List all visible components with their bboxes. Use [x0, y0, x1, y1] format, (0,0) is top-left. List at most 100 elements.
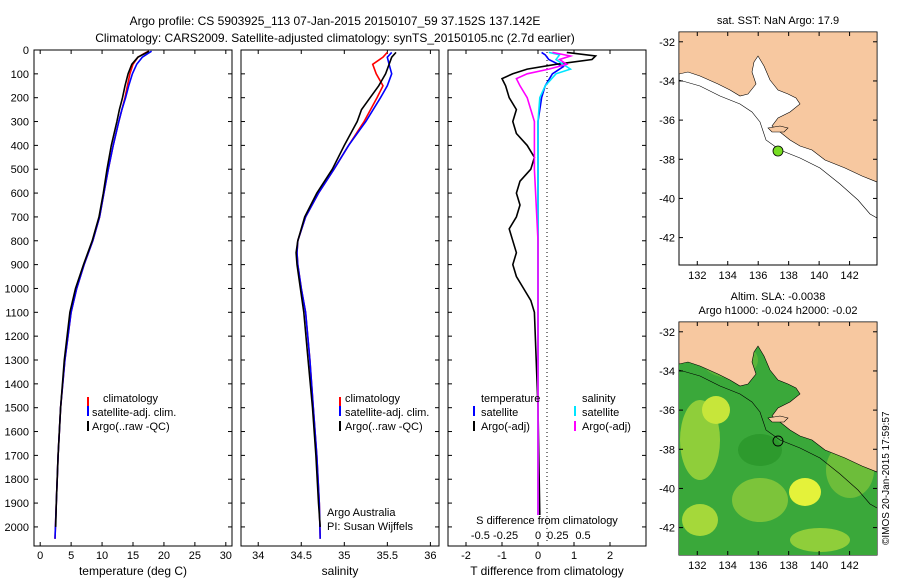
depth-tick-label: 0 — [23, 45, 29, 57]
depth-tick-label: 800 — [11, 236, 29, 248]
depth-tick-label: 1500 — [5, 403, 29, 415]
difference-xtick-label: -2 — [461, 550, 471, 562]
difference-series-s-argo-adj — [515, 51, 574, 515]
temperature-xtick-label: 25 — [189, 550, 201, 562]
salinity-legend-argo: Argo(..raw -QC) — [345, 421, 423, 433]
depth-tick-label: 2000 — [5, 522, 29, 534]
difference-xtick-label: -1 — [497, 550, 507, 562]
sst-map-lat-label: -38 — [659, 154, 675, 166]
legend-temperature-header: temperature — [481, 393, 540, 405]
s-difference-label: S difference from climatology — [476, 515, 618, 527]
sla-map-lat-label: -34 — [659, 366, 675, 378]
float-position-sla[interactable] — [772, 435, 784, 447]
salinity-xtick-label: 35 — [338, 550, 350, 562]
depth-tick-label: 400 — [11, 140, 29, 152]
s-difference-tick-label: -0.5 — [471, 530, 490, 542]
sst-map-lat-label: -40 — [659, 193, 675, 205]
salinity-xlabel: salinity — [322, 564, 359, 578]
sla-map-lon-label: 140 — [810, 560, 828, 572]
salinity-xtick-label: 34 — [252, 550, 264, 562]
depth-tick-label: 1400 — [5, 379, 29, 391]
legend-t-argo: Argo(-adj) — [481, 421, 530, 433]
credit-argo-australia: Argo Australia — [327, 507, 396, 519]
sst-map-lon-label: 136 — [749, 270, 767, 282]
depth-tick-label: 1700 — [5, 450, 29, 462]
depth-tick-label: 300 — [11, 117, 29, 129]
sla-map-lon-label: 136 — [749, 560, 767, 572]
salinity-legend: climatology satellite-adj. clim. Argo(..… — [339, 393, 429, 433]
kangaroo-island — [767, 125, 789, 133]
t-difference-xlabel: T difference from climatology — [470, 564, 624, 578]
salinity-xtick-label: 36 — [424, 550, 436, 562]
legend-s-satellite: satellite — [582, 407, 619, 419]
sla-map-title-line1: Altim. SLA: -0.0038 — [731, 291, 826, 303]
sla-map-lon-label: 138 — [779, 560, 797, 572]
sla-map-lat-label: -36 — [659, 405, 675, 417]
temperature-xtick-label: 20 — [158, 550, 170, 562]
depth-tick-label: 200 — [11, 93, 29, 105]
salinity-legend-satellite: satellite-adj. clim. — [345, 407, 429, 419]
salinity-xtick-label: 34.5 — [291, 550, 312, 562]
depth-tick-label: 1200 — [5, 331, 29, 343]
temperature-legend-satellite: satellite-adj. clim. — [92, 407, 176, 419]
depth-tick-label: 1300 — [5, 355, 29, 367]
difference-series-t-argo-adj — [500, 51, 598, 516]
shelf-contour — [679, 79, 877, 219]
sst-map-title: sat. SST: NaN Argo: 17.9 — [717, 15, 839, 27]
legend-salinity-header: salinity — [582, 393, 616, 405]
sla-map-lon-label: 134 — [719, 560, 737, 572]
depth-tick-label: 600 — [11, 188, 29, 200]
temperature-plot-frame — [33, 49, 233, 547]
legend-s-argo: Argo(-adj) — [582, 421, 631, 433]
sst-map-lat-label: -34 — [659, 76, 675, 88]
difference-xtick-label: 1 — [571, 550, 577, 562]
imos-credit: ©IMOS 20-Jan-2015 17:59:57 — [881, 411, 892, 545]
temperature-xtick-label: 5 — [68, 550, 74, 562]
temperature-panel: 0 5 10 15 20 25 300100200300400500600700800900… — [5, 45, 233, 578]
sla-map-title-line2: Argo h1000: -0.024 h2000: -0.02 — [698, 305, 857, 317]
temperature-xtick-label: 0 — [37, 550, 43, 562]
depth-tick-label: 500 — [11, 164, 29, 176]
difference-panel: -2 -1 0 1 2 temperature satellite Argo(-adj)… — [447, 49, 647, 578]
temperature-legend: climatology satellite-adj. clim. Argo(..… — [87, 393, 176, 433]
salinity-xtick-label: 35.5 — [377, 550, 398, 562]
depth-tick-label: 1800 — [5, 474, 29, 486]
sst-map-lon-label: 132 — [688, 270, 706, 282]
depth-tick-label: 900 — [11, 260, 29, 272]
s-difference-tick-label: 0.5 — [575, 530, 590, 542]
temperature-xlabel: temperature (deg C) — [79, 564, 187, 578]
shelf-contour-sla — [679, 369, 877, 509]
salinity-legend-climatology: climatology — [345, 393, 401, 405]
depth-tick-label: 100 — [11, 69, 29, 81]
s-difference-tick-label: -0.25 — [493, 530, 518, 542]
figure-title-line1: Argo profile: CS 5903925_113 07-Jan-2015… — [130, 14, 541, 28]
legend-t-satellite: satellite — [481, 407, 518, 419]
sla-map-lon-label: 132 — [688, 560, 706, 572]
temperature-legend-argo: Argo(..raw -QC) — [92, 421, 170, 433]
sst-map-lat-label: -36 — [659, 115, 675, 127]
sst-map-lon-label: 140 — [810, 270, 828, 282]
depth-tick-label: 700 — [11, 212, 29, 224]
salinity-panel: 34 34.5 35 35.5 36 salinity climatology sate… — [240, 49, 440, 578]
figure-title-line2: Climatology: CARS2009. Satellite-adjuste… — [95, 31, 575, 45]
float-position-sst[interactable] — [772, 145, 784, 157]
salinity-plot-frame — [240, 49, 440, 547]
sst-map-lon-label: 142 — [840, 270, 858, 282]
salinity-series-satellite-adj-clim — [296, 51, 393, 539]
temperature-xtick-label: 30 — [220, 550, 232, 562]
sla-map-lat-label: -42 — [659, 523, 675, 535]
sla-map-panel: Altim. SLA: -0.0038 Argo h1000: -0.024 h… — [659, 291, 892, 572]
kangaroo-island-sla — [767, 415, 789, 423]
temperature-series-argo-raw-qc — [54, 50, 150, 527]
land-australia — [679, 32, 877, 183]
difference-xtick-label: 0 — [535, 550, 541, 562]
sla-map-lon-label: 142 — [840, 560, 858, 572]
difference-xtick-label: 2 — [607, 550, 613, 562]
depth-tick-label: 1100 — [5, 307, 29, 319]
sst-map-lon-label: 138 — [779, 270, 797, 282]
sst-map-lon-label: 134 — [719, 270, 737, 282]
land-australia-sla — [679, 322, 877, 473]
temperature-legend-climatology: climatology — [103, 393, 159, 405]
temperature-xtick-label: 10 — [96, 550, 108, 562]
s-difference-tick-label: 0.25 — [547, 530, 568, 542]
